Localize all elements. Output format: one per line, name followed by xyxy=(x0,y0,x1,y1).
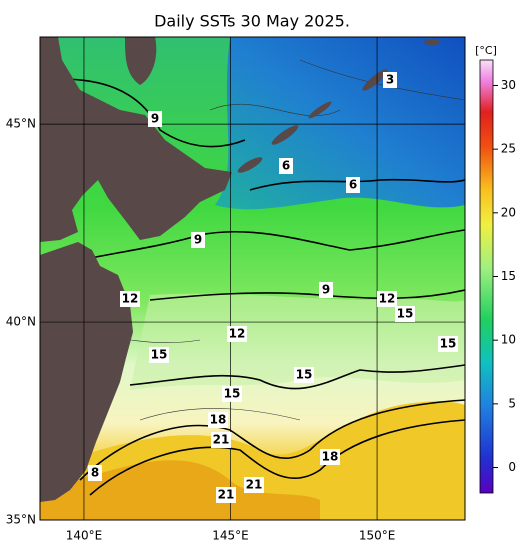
colorbar-tick-label: 0 xyxy=(508,460,516,474)
colorbar-tick-label: 15 xyxy=(501,269,516,283)
contour-label: 9 xyxy=(151,112,159,126)
sst-field xyxy=(40,37,465,520)
contour-label: 15 xyxy=(296,368,313,382)
colorbar-ticks: 0 5 10 15 20 25 30 xyxy=(493,78,516,474)
colorbar-unit: [°C] xyxy=(475,44,497,57)
contour-label: 3 xyxy=(386,73,394,87)
lat-label: 35°N xyxy=(6,513,36,527)
contour-label: 21 xyxy=(246,478,263,492)
contour-label: 12 xyxy=(379,292,396,306)
contour-label: 15 xyxy=(440,337,457,351)
lat-label: 40°N xyxy=(6,315,36,329)
contour-label: 15 xyxy=(397,307,414,321)
contour-label: 15 xyxy=(224,387,241,401)
graticule: 140°E 145°E 150°E 35°N 40°N 45°N xyxy=(6,37,465,543)
contour-label: 15 xyxy=(151,348,168,362)
contour-label: 9 xyxy=(194,233,202,247)
contour-label: 12 xyxy=(229,327,246,341)
contour-label: 9 xyxy=(322,283,330,297)
colorbar-tick-label: 20 xyxy=(501,205,516,219)
map-frame xyxy=(39,36,466,521)
contour-label: 8 xyxy=(91,466,99,480)
lon-label: 150°E xyxy=(359,529,396,543)
colorbar-tick-label: 5 xyxy=(508,396,516,410)
contour-label: 21 xyxy=(218,488,235,502)
colorbar-tick-label: 30 xyxy=(501,78,516,92)
contour-label: 21 xyxy=(213,433,230,447)
colorbar-tick-label: 10 xyxy=(501,333,516,347)
lat-label: 45°N xyxy=(6,117,36,131)
contour-label: 6 xyxy=(349,178,357,192)
contour-label: 6 xyxy=(282,159,290,173)
lon-label: 140°E xyxy=(66,529,103,543)
title: Daily SSTs 30 May 2025. xyxy=(154,12,350,31)
colorbar-tick-label: 25 xyxy=(501,142,516,156)
contour-label: 12 xyxy=(122,292,139,306)
contour-labels: 3 9 6 6 9 9 12 12 15 12 15 15 15 15 15 1… xyxy=(88,72,458,503)
contour-label: 18 xyxy=(322,450,339,464)
colorbar xyxy=(479,59,494,494)
contour-label: 18 xyxy=(210,413,227,427)
lon-label: 145°E xyxy=(212,529,249,543)
